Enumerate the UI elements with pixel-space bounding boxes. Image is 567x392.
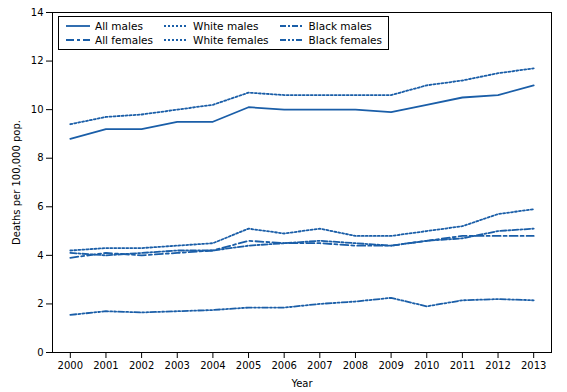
html-text:All males: All males bbox=[95, 20, 143, 32]
svg-text:6: 6 bbox=[37, 201, 43, 212]
svg-text:2006: 2006 bbox=[271, 360, 296, 371]
svg-text:2007: 2007 bbox=[307, 360, 332, 371]
svg-text:8: 8 bbox=[37, 152, 43, 163]
svg-text:2005: 2005 bbox=[236, 360, 261, 371]
svg-text:4: 4 bbox=[37, 250, 43, 261]
svg-text:2002: 2002 bbox=[129, 360, 154, 371]
svg-text:12: 12 bbox=[31, 55, 44, 66]
svg-text:2008: 2008 bbox=[343, 360, 368, 371]
svg-text:2001: 2001 bbox=[93, 360, 118, 371]
html-text:Black males: Black males bbox=[308, 20, 372, 32]
html-text:Black females: Black females bbox=[308, 34, 382, 46]
svg-text:10: 10 bbox=[31, 104, 44, 115]
svg-text:2004: 2004 bbox=[200, 360, 225, 371]
svg-text:2: 2 bbox=[37, 298, 43, 309]
svg-text:2003: 2003 bbox=[165, 360, 190, 371]
svg-text:2012: 2012 bbox=[485, 360, 510, 371]
svg-text:Year: Year bbox=[290, 378, 313, 389]
svg-text:2011: 2011 bbox=[450, 360, 475, 371]
svg-text:2009: 2009 bbox=[378, 360, 403, 371]
html-text:White females: White females bbox=[193, 34, 269, 46]
svg-text:0: 0 bbox=[37, 347, 43, 358]
svg-text:14: 14 bbox=[31, 7, 44, 18]
svg-text:Deaths per 100,000 pop.: Deaths per 100,000 pop. bbox=[11, 120, 22, 245]
svg-text:2013: 2013 bbox=[521, 360, 546, 371]
html-text:White males: White males bbox=[193, 20, 259, 32]
html-text:All females: All females bbox=[95, 34, 153, 46]
svg-text:2010: 2010 bbox=[414, 360, 439, 371]
svg-text:2000: 2000 bbox=[58, 360, 83, 371]
